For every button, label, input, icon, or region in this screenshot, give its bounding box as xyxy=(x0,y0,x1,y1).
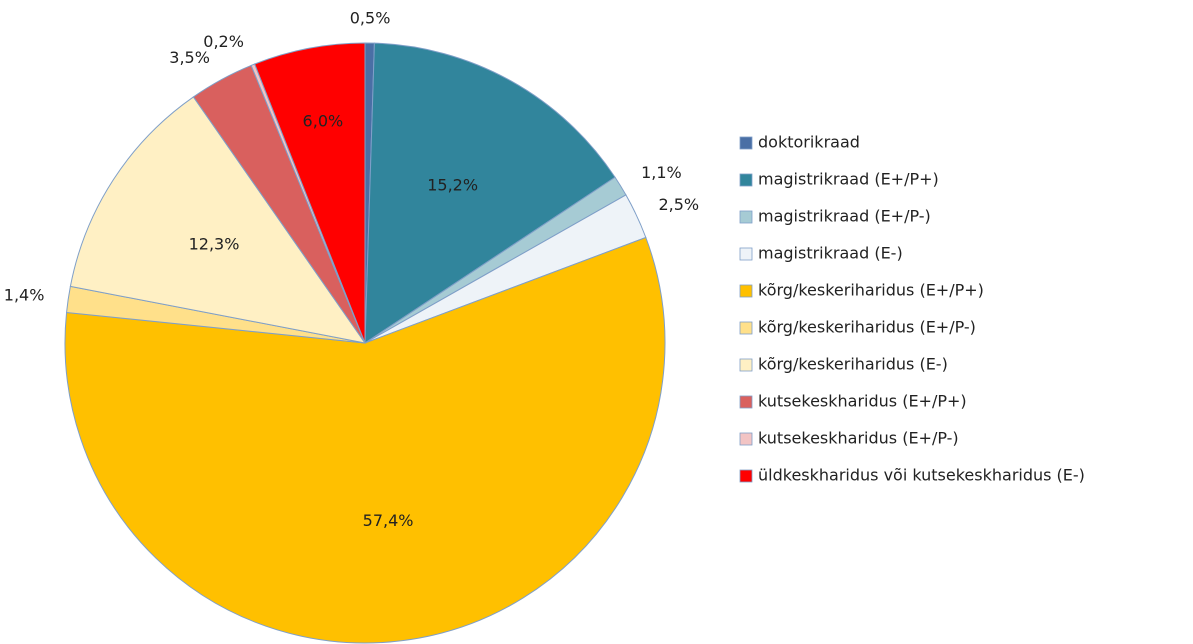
data-label: 6,0% xyxy=(303,111,344,130)
legend-swatch xyxy=(739,210,753,224)
pie-slice xyxy=(364,42,616,344)
legend-label: magistrikraad (E+/P-) xyxy=(758,207,931,226)
legend-label: kutsekeskharidus (E+/P+) xyxy=(758,392,967,411)
legend-label: kõrg/keskeriharidus (E+/P-) xyxy=(758,318,976,337)
legend-label: üldkeskharidus või kutsekeskharidus (E-) xyxy=(758,466,1085,485)
legend-swatch xyxy=(739,395,753,409)
legend-label: kutsekeskharidus (E+/P-) xyxy=(758,429,959,448)
pie-slice xyxy=(254,42,366,344)
legend-label: magistrikraad (E-) xyxy=(758,244,903,263)
legend-label: kõrg/keskeriharidus (E+/P+) xyxy=(758,281,984,300)
legend-swatch xyxy=(739,469,753,483)
data-label: 1,4% xyxy=(4,285,45,304)
legend-label: doktorikraad xyxy=(758,133,860,152)
legend-swatch xyxy=(739,247,753,261)
data-label: 12,3% xyxy=(189,234,240,253)
legend-swatch xyxy=(739,284,753,298)
legend-label: kõrg/keskeriharidus (E-) xyxy=(758,355,948,374)
data-label: 15,2% xyxy=(427,175,478,194)
pie-slice xyxy=(64,236,666,644)
data-label: 3,5% xyxy=(169,48,210,67)
data-label: 1,1% xyxy=(641,163,682,182)
data-label: 57,4% xyxy=(363,511,414,530)
data-label: 2,5% xyxy=(658,195,699,214)
legend-swatch xyxy=(739,136,753,150)
data-label: 0,2% xyxy=(203,32,244,51)
legend-swatch xyxy=(739,321,753,335)
legend-swatch xyxy=(739,358,753,372)
legend-label: magistrikraad (E+/P+) xyxy=(758,170,939,189)
legend-swatch xyxy=(739,432,753,446)
data-label: 0,5% xyxy=(350,9,391,28)
pie-slice xyxy=(69,96,367,344)
legend-swatch xyxy=(739,173,753,187)
